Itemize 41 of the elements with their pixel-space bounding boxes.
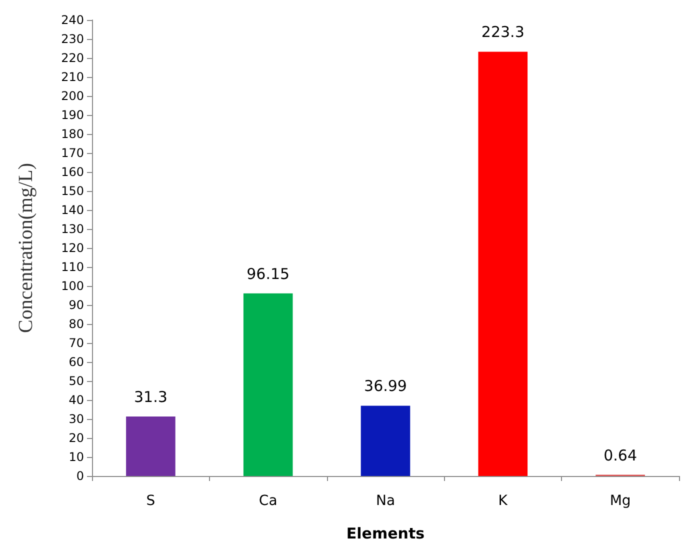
y-axis-title: Concentration(mg/L) bbox=[15, 163, 37, 333]
y-tick-label: 10 bbox=[68, 450, 84, 464]
y-tick-label: 170 bbox=[61, 146, 84, 160]
y-tick-label: 240 bbox=[61, 13, 84, 27]
y-tick-label: 110 bbox=[61, 260, 84, 274]
y-tick-label: 230 bbox=[61, 32, 84, 46]
y-tick-label: 100 bbox=[61, 279, 84, 293]
y-tick-label: 50 bbox=[68, 374, 84, 388]
x-axis-title: Elements bbox=[346, 524, 425, 542]
y-tick-label: 70 bbox=[68, 336, 84, 350]
y-tick-label: 210 bbox=[61, 70, 84, 84]
y-tick-label: 60 bbox=[68, 355, 84, 369]
y-tick-label: 220 bbox=[61, 51, 84, 65]
y-tick-label: 160 bbox=[61, 165, 84, 179]
y-tick-label: 140 bbox=[61, 203, 84, 217]
x-tick-label: Na bbox=[376, 493, 396, 509]
x-tick-label: K bbox=[498, 493, 508, 509]
y-tick-label: 190 bbox=[61, 108, 84, 122]
y-tick-label: 0 bbox=[76, 469, 84, 483]
y-tick-label: 180 bbox=[61, 127, 84, 141]
data-label: 0.64 bbox=[604, 446, 638, 464]
x-tick-label: S bbox=[146, 493, 156, 509]
y-tick-label: 130 bbox=[61, 222, 84, 236]
y-tick-label: 30 bbox=[68, 412, 84, 426]
y-tick-label: 90 bbox=[68, 298, 84, 312]
bar bbox=[478, 52, 528, 476]
data-label: 36.99 bbox=[364, 377, 407, 396]
y-tick-label: 150 bbox=[61, 184, 84, 198]
y-tick-label: 120 bbox=[61, 241, 84, 255]
y-tick-label: 40 bbox=[68, 393, 84, 407]
data-label: 223.3 bbox=[481, 23, 524, 42]
data-label: 96.15 bbox=[246, 264, 290, 283]
bar bbox=[360, 406, 410, 476]
x-tick-label: Ca bbox=[258, 493, 278, 509]
y-tick-label: 200 bbox=[61, 89, 84, 103]
y-tick-label: 80 bbox=[68, 317, 84, 331]
y-tick-label: 20 bbox=[68, 431, 84, 445]
bar bbox=[126, 416, 176, 476]
x-tick-label: Mg bbox=[610, 493, 631, 509]
bar bbox=[243, 293, 293, 476]
data-label: 31.3 bbox=[134, 388, 168, 406]
